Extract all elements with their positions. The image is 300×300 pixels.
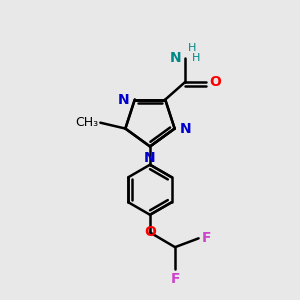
Text: N: N bbox=[180, 122, 192, 136]
Text: N: N bbox=[170, 51, 182, 65]
Text: O: O bbox=[209, 75, 221, 89]
Text: F: F bbox=[170, 272, 180, 286]
Text: H: H bbox=[188, 43, 196, 53]
Text: N: N bbox=[118, 93, 130, 106]
Text: O: O bbox=[144, 225, 156, 239]
Text: H: H bbox=[192, 53, 200, 63]
Text: N: N bbox=[144, 151, 156, 165]
Text: CH₃: CH₃ bbox=[76, 116, 99, 129]
Text: F: F bbox=[202, 231, 211, 245]
